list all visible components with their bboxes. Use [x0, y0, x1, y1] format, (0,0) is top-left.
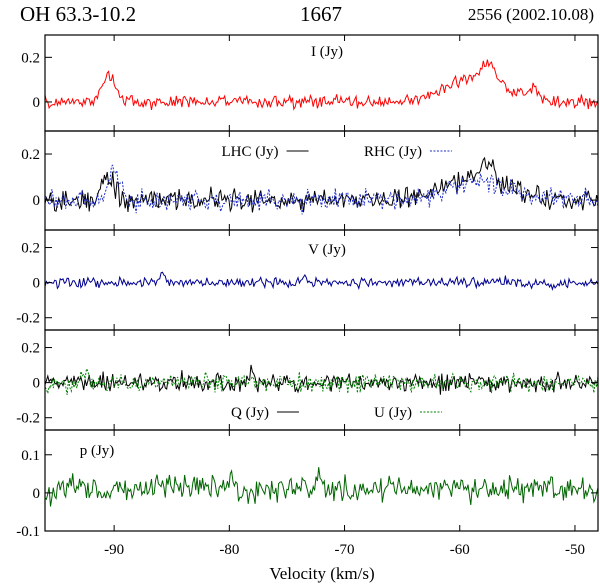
- y-tick-label: -0.1: [16, 524, 40, 540]
- y-tick-label: 0.2: [21, 147, 40, 163]
- chart-title-frequency: 1667: [300, 2, 342, 26]
- y-tick-label: 0: [33, 193, 41, 209]
- x-tick-label: -90: [104, 542, 124, 558]
- panel-label2-LR: RHC (Jy): [364, 144, 422, 160]
- series-line-v: [45, 271, 598, 292]
- y-tick-label: 0.2: [21, 50, 40, 66]
- y-tick-label: 0: [33, 95, 41, 111]
- panel-label2-QU: U (Jy): [374, 405, 412, 421]
- x-axis: -90 -80 -70 -60 -50: [104, 542, 585, 558]
- panel-label-I: I (Jy): [311, 44, 343, 60]
- chart-title-source: OH 63.3-10.2: [20, 2, 137, 26]
- series-line-u: [45, 367, 598, 396]
- series-line-p: [45, 467, 598, 507]
- panel-label-V: V (Jy): [308, 242, 346, 258]
- series-line-q: [45, 364, 598, 395]
- panel-LR: 0 0.2 LHC (Jy) RHC (Jy): [21, 130, 599, 231]
- x-axis-label: Velocity (km/s): [269, 564, 374, 583]
- panels-layer: 0 0.2 I (Jy) 0 0.2 LHC (Jy) RHC (Jy) -0.2 0 0.2 V …: [16, 34, 599, 540]
- panel-label-LR: LHC (Jy): [221, 144, 278, 160]
- panel-frame: [44, 429, 599, 532]
- x-tick-label: -80: [219, 542, 239, 558]
- series-line-rhc: [45, 164, 598, 215]
- y-tick-label: -0.2: [16, 311, 40, 327]
- panel-QU: -0.2 0 0.2 Q (Jy) U (Jy): [16, 329, 599, 431]
- panel-I: 0 0.2 I (Jy): [21, 34, 599, 132]
- y-tick-label: 0.2: [21, 341, 40, 357]
- y-tick-label: 0: [33, 486, 41, 502]
- panel-frame: [44, 130, 599, 231]
- panel-P: -0.1 0 0.1 p (Jy): [16, 429, 599, 540]
- y-tick-label: 0: [33, 376, 41, 392]
- x-tick-label: -60: [450, 542, 470, 558]
- x-tick-label: -50: [565, 542, 585, 558]
- chart-title-observation: 2556 (2002.10.08): [467, 5, 594, 24]
- y-tick-label: 0.2: [21, 241, 40, 257]
- y-tick-label: 0.1: [21, 448, 40, 464]
- series-line-lhc: [45, 156, 598, 213]
- panel-label-QU: Q (Jy): [231, 405, 269, 421]
- panel-label-P: p (Jy): [80, 443, 115, 459]
- panel-V: -0.2 0 0.2 V (Jy): [16, 229, 599, 331]
- y-tick-label: 0: [33, 276, 41, 292]
- y-tick-label: -0.2: [16, 411, 40, 427]
- series-line-i: [45, 59, 598, 111]
- x-tick-label: -70: [335, 542, 355, 558]
